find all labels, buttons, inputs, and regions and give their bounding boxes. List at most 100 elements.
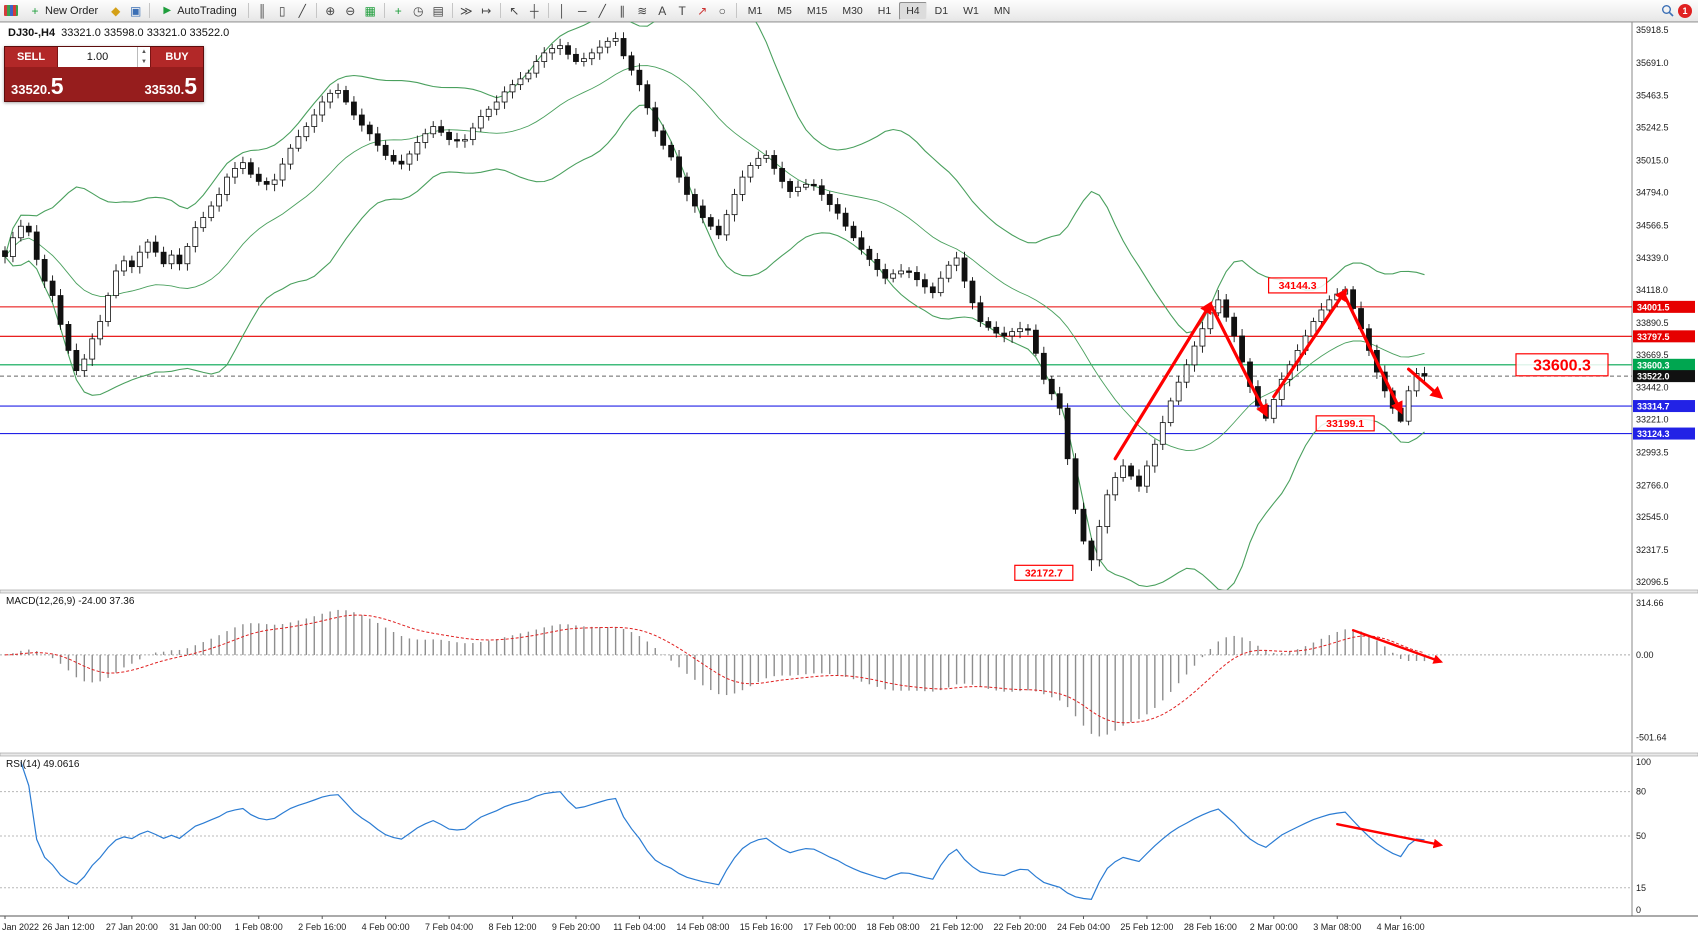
chart-shift-icon[interactable]: ↦ [481, 3, 492, 18]
time-axis-label: 26 Jan 12:00 [42, 922, 94, 932]
profile-icon[interactable]: ▣ [130, 3, 142, 18]
timeframe-m1[interactable]: M1 [747, 4, 763, 17]
svg-text:50: 50 [1636, 831, 1646, 841]
search-icon[interactable] [1658, 2, 1677, 20]
rsi-label: RSI(14) 49.0616 [6, 759, 80, 770]
fibonacci-icon[interactable]: ≋ [637, 3, 648, 18]
buy-price[interactable]: 33530. 5 [144, 75, 197, 98]
bar-chart-icon[interactable]: ║ [257, 3, 267, 18]
time-axis-label: 9 Feb 20:00 [552, 922, 600, 932]
sell-button[interactable]: SELL [16, 51, 46, 63]
annotation-label[interactable]: 34144.3 [1279, 280, 1317, 292]
price-badge [1633, 300, 1695, 313]
line-chart-icon[interactable]: ╱ [298, 3, 306, 18]
svg-text:32993.5: 32993.5 [1636, 447, 1669, 457]
trend-arrow[interactable] [1407, 367, 1444, 400]
ohlc-values: 33321.0 33598.0 33321.0 33522.0 [61, 27, 230, 39]
svg-text:34118.0: 34118.0 [1636, 285, 1668, 295]
annotation-label[interactable]: 33199.1 [1326, 418, 1364, 430]
sell-price-main: 33520. [11, 81, 51, 97]
autoscroll-icon[interactable]: ≫ [459, 3, 473, 18]
one-click-trading-panel: SELL 1.00 ▲ ▼ BUY 33520. 5 33530. 5 [4, 46, 204, 102]
timeframe-m30[interactable]: M30 [842, 4, 863, 17]
bollinger-upper-band [4, 0, 1425, 334]
time-axis-label: 2 Feb 16:00 [298, 922, 346, 932]
indicators-icon[interactable]: + [394, 3, 402, 18]
time-axis-label: 3 Mar 08:00 [1313, 922, 1361, 932]
channel-icon[interactable]: ∥ [619, 3, 626, 18]
time-axis-label: 17 Feb 00:00 [803, 922, 856, 932]
cursor-icon[interactable]: ↖ [509, 3, 520, 18]
svg-text:15: 15 [1636, 883, 1646, 893]
timeframe-m5[interactable]: M5 [777, 4, 792, 17]
trend-arrow[interactable] [1208, 302, 1268, 418]
notification-badge[interactable]: 1 [1678, 3, 1692, 18]
buy-button[interactable]: BUY [165, 51, 189, 63]
annotation-box[interactable] [1315, 415, 1375, 432]
sell-price[interactable]: 33520. 5 [11, 75, 64, 98]
svg-text:33890.5: 33890.5 [1636, 318, 1669, 328]
periods-icon[interactable]: ◷ [412, 3, 424, 18]
trend-arrow[interactable] [1343, 295, 1403, 415]
text-icon[interactable]: A [658, 3, 667, 18]
volume-field[interactable]: 1.00 ▲ ▼ [57, 47, 151, 67]
crosshair-icon[interactable]: ┼ [529, 3, 539, 18]
time-axis-label: 11 Feb 04:00 [613, 922, 665, 932]
horizontal-line-icon[interactable]: ─ [577, 3, 587, 18]
timeframe-d1[interactable]: D1 [934, 4, 949, 17]
annotation-label[interactable]: 33600.3 [1533, 357, 1591, 374]
text-label-icon[interactable]: T [678, 3, 686, 18]
panel-separator[interactable] [0, 589, 1698, 594]
time-axis-label: 31 Jan 00:00 [169, 922, 221, 932]
trend-arrow[interactable] [1336, 822, 1444, 849]
zoom-out-icon[interactable]: ⊖ [345, 3, 356, 18]
annotation-box[interactable] [1014, 564, 1074, 581]
trendline-icon[interactable]: ╱ [598, 3, 606, 18]
zoom-in-icon[interactable]: ⊕ [325, 3, 336, 18]
new-order-button[interactable]: + New Order [22, 2, 105, 20]
svg-text:34794.0: 34794.0 [1636, 187, 1669, 197]
timeframe-m15[interactable]: M15 [806, 4, 828, 17]
shapes-icon[interactable]: ○ [718, 3, 726, 18]
vertical-line-icon[interactable]: │ [558, 3, 566, 18]
buy-price-big: 5 [184, 73, 197, 99]
trend-arrow[interactable] [1113, 300, 1213, 461]
time-axis-label: 7 Feb 04:00 [425, 922, 473, 932]
volume-down-icon[interactable]: ▼ [141, 59, 147, 65]
volume-value[interactable]: 1.00 [86, 51, 109, 63]
svg-text:35918.5: 35918.5 [1636, 25, 1669, 35]
annotation-label[interactable]: 32172.7 [1025, 567, 1063, 579]
candlestick-chart-icon[interactable]: ▯ [278, 3, 286, 18]
svg-text:33314.7: 33314.7 [1637, 402, 1670, 412]
template-icon[interactable]: ▤ [432, 3, 444, 18]
svg-text:34339.0: 34339.0 [1636, 253, 1669, 263]
panel-separator[interactable] [0, 752, 1698, 757]
svg-text:100: 100 [1636, 757, 1651, 767]
timeframe-h4[interactable]: H4 [899, 1, 927, 20]
plus-icon: + [31, 3, 39, 18]
timeframe-mn[interactable]: MN [993, 4, 1011, 17]
svg-text:35242.5: 35242.5 [1636, 123, 1669, 133]
arrows-icon[interactable]: ↗ [697, 3, 708, 18]
tile-windows-icon[interactable]: ▦ [364, 3, 376, 18]
svg-text:35463.5: 35463.5 [1636, 91, 1669, 101]
diamond-icon[interactable]: ◆ [111, 3, 121, 18]
app-logo-icon [4, 5, 18, 16]
autotrading-button[interactable]: ▶ AutoTrading [154, 2, 244, 20]
time-axis-label: 24 Feb 04:00 [1057, 922, 1110, 932]
time-axis-label: 27 Jan 20:00 [106, 922, 158, 932]
trend-arrow[interactable] [1351, 629, 1444, 664]
new-order-label: New Order [45, 4, 99, 17]
svg-text:33522.0: 33522.0 [1637, 372, 1670, 382]
annotation-box[interactable] [1515, 353, 1609, 377]
trend-arrow[interactable] [1272, 288, 1348, 399]
toolbar-separator [247, 3, 249, 18]
toolbar-separator [149, 3, 151, 18]
play-icon: ▶ [163, 4, 172, 16]
rsi-line [20, 761, 1425, 900]
annotation-box[interactable] [1267, 277, 1328, 294]
timeframe-h1[interactable]: H1 [877, 4, 892, 17]
timeframe-w1[interactable]: W1 [963, 4, 979, 17]
volume-up-icon[interactable]: ▲ [141, 49, 147, 55]
